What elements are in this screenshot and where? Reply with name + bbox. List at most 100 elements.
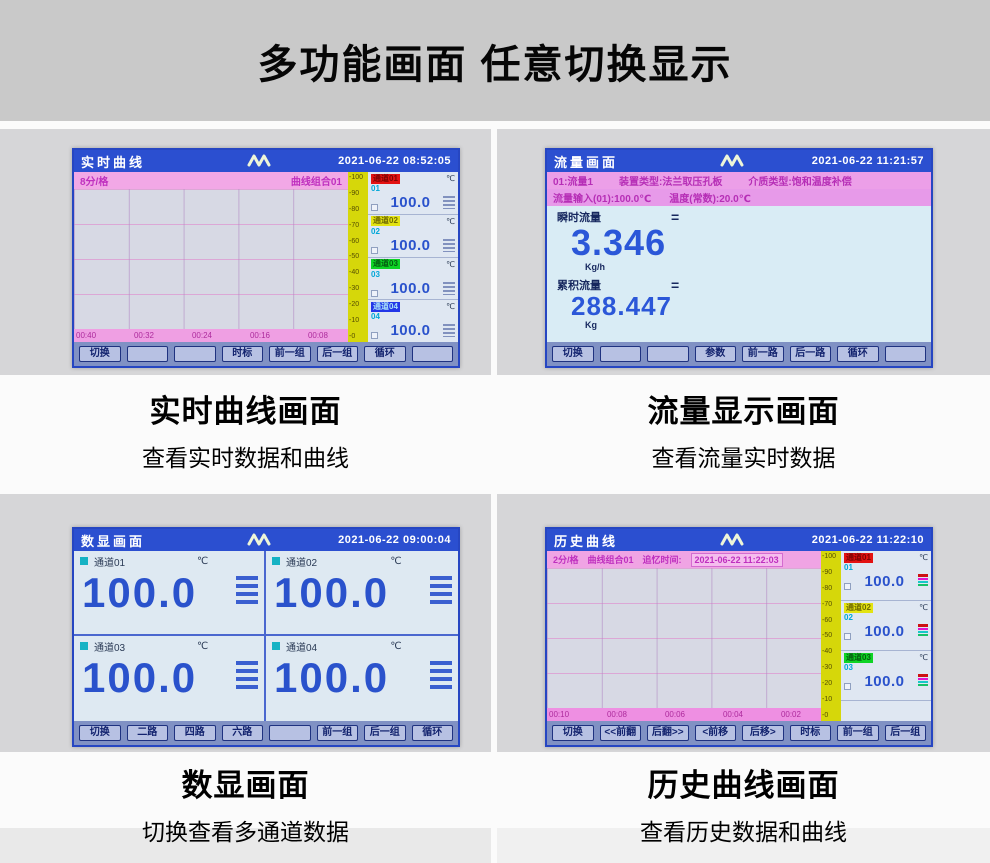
channel-value: 100.0 <box>864 623 905 640</box>
brand-logo-icon <box>720 533 744 551</box>
softkey-move-back[interactable]: <前移 <box>694 725 736 741</box>
softkey-timescale[interactable]: 时标 <box>221 346 263 362</box>
scale-tick: 50 <box>822 632 841 639</box>
caption-realtime: 实时曲线画面 查看实时数据和曲线 <box>0 386 491 473</box>
channel-unit: ℃ <box>919 553 928 562</box>
channel-number: 02 <box>844 613 853 622</box>
channel-tag-icon <box>80 557 88 565</box>
softkey-blank-1[interactable] <box>599 346 641 362</box>
softkey-loop[interactable]: 循环 <box>837 346 879 362</box>
channel-value: 100.0 <box>390 279 431 297</box>
caption-title: 数显画面 <box>181 768 310 803</box>
softkey-prev-route[interactable]: 前一路 <box>742 346 784 362</box>
channel-name-tag: 通道02 <box>371 216 400 227</box>
channel-value: 100.0 <box>390 194 431 211</box>
screen-title: 实时曲线 <box>81 154 146 170</box>
total-flow-label: 累积流量 <box>557 279 601 292</box>
softkey-blank-3[interactable] <box>411 346 453 362</box>
equals-icon: = <box>671 209 680 225</box>
softkey-prev-group[interactable]: 前一组 <box>837 725 879 741</box>
channel-number: 04 <box>371 312 380 322</box>
softkey-page-back[interactable]: <<前翻 <box>599 725 641 741</box>
total-flow-value: 288.447 <box>571 290 672 321</box>
softkey-params[interactable]: 参数 <box>694 346 736 362</box>
channel-name-tag: 通道02 <box>844 602 873 613</box>
flow-info-bar-1: 01:流量1 装置类型:法兰取压孔板 介质类型:饱和温度补偿 <box>547 172 931 189</box>
scale-tick: 60 <box>349 238 368 245</box>
softkey-switch[interactable]: 切换 <box>552 346 594 362</box>
scale-tick: 90 <box>822 569 841 576</box>
softkey-blank-2[interactable] <box>647 346 689 362</box>
softkey-switch[interactable]: 切换 <box>79 346 121 362</box>
screen-title: 数显画面 <box>81 533 146 549</box>
softkey-row: 切换 参数 前一路 后一路 循环 <box>547 342 931 366</box>
caption-title: 流量显示画面 <box>647 394 840 429</box>
channel-unit: ℃ <box>196 555 209 567</box>
curve-info-bar: 8分/格 曲线组合01 <box>74 172 348 189</box>
recall-time-field[interactable]: 2021-06-22 11:22:03 <box>690 552 783 567</box>
scale-tick: 80 <box>349 206 368 213</box>
time-label: 00:24 <box>191 331 212 340</box>
checkbox-icon <box>844 583 851 590</box>
channel-unit: ℃ <box>390 640 402 652</box>
channel-tag-icon <box>80 642 88 650</box>
brand-logo-icon <box>720 154 744 172</box>
scale-tick: 30 <box>349 285 368 292</box>
footer-strip-left <box>0 828 491 863</box>
channel-name-tag: 通道03 <box>844 652 873 663</box>
softkey-four-route[interactable]: 四路 <box>174 725 216 741</box>
titlebar: 数显画面 2021-06-22 09:00:04 <box>74 529 458 551</box>
softkey-next-route[interactable]: 后一路 <box>789 346 831 362</box>
softkey-page-forward[interactable]: 后翻>> <box>647 725 689 741</box>
menu-bars-icon <box>430 661 452 689</box>
titlebar: 历史曲线 2021-06-22 11:22:10 <box>547 529 931 551</box>
softkey-blank-1[interactable] <box>126 346 168 362</box>
checkbox-icon <box>371 204 378 211</box>
softkey-prev-group[interactable]: 前一组 <box>316 725 358 741</box>
time-axis: 00:10 00:08 00:06 00:04 00:02 <box>547 708 821 721</box>
softkey-six-route[interactable]: 六路 <box>221 725 263 741</box>
softkey-move-forward[interactable]: 后移> <box>742 725 784 741</box>
channel-cell-03: 通道03 ℃ 03 100.0 <box>368 258 458 301</box>
softkey-next-group[interactable]: 后一组 <box>884 725 926 741</box>
softkey-switch[interactable]: 切换 <box>79 725 121 741</box>
softkey-loop[interactable]: 循环 <box>411 725 453 741</box>
channel-number: 01 <box>371 184 380 193</box>
scale-tick: 20 <box>822 680 841 687</box>
caption-flow: 流量显示画面 查看流量实时数据 <box>497 386 990 473</box>
channel-number: 01 <box>844 563 853 572</box>
softkey-blank-2[interactable] <box>174 346 216 362</box>
color-legend-icon <box>918 624 928 639</box>
softkey-switch[interactable]: 切换 <box>552 725 594 741</box>
scale-tick: 70 <box>349 222 368 229</box>
menu-bars-icon <box>443 324 455 338</box>
realtime-curve-screen: 实时曲线 2021-06-22 08:52:05 8分/格 曲线组合01 00:… <box>72 148 460 368</box>
softkey-row: 切换 时标 前一组 后一组 循环 <box>74 342 458 366</box>
softkey-next-group[interactable]: 后一组 <box>316 346 358 362</box>
scale-tick: 0 <box>822 712 841 719</box>
softkey-timescale[interactable]: 时标 <box>789 725 831 741</box>
menu-bars-icon <box>443 238 455 252</box>
channel-panel: 通道01 ℃ 01 100.0 通道02 ℃ <box>841 551 931 721</box>
channel-value: 100.0 <box>864 573 905 590</box>
caption-subtitle: 查看历史数据和曲线 <box>640 819 847 845</box>
softkey-loop[interactable]: 循环 <box>364 346 406 362</box>
channel-panel: 通道01 ℃ 01 100.0 通道02 ℃ <box>368 172 458 342</box>
softkey-blank-1[interactable] <box>269 725 311 741</box>
channel-cell-02: 通道02 ℃ 02 100.0 <box>368 215 458 258</box>
scale-tick: 20 <box>349 301 368 308</box>
softkey-next-group[interactable]: 后一组 <box>364 725 406 741</box>
channel-value: 100.0 <box>82 654 198 701</box>
softkey-two-route[interactable]: 二路 <box>126 725 168 741</box>
softkey-blank-3[interactable] <box>884 346 926 362</box>
channel-name: 通道03 <box>94 642 126 654</box>
softkey-prev-group[interactable]: 前一组 <box>269 346 311 362</box>
channel-number: 03 <box>371 269 380 279</box>
channel-value: 100.0 <box>274 569 390 616</box>
channel-cell-03: 通道03 ℃ 03 100.0 <box>841 651 931 701</box>
time-axis: 00:40 00:32 00:24 00:16 00:08 <box>74 329 348 342</box>
scale-tick: 10 <box>822 696 841 703</box>
digital-cell-02: 通道02 ℃ 100.0 <box>266 551 458 636</box>
y-axis-scale: 100 90 80 70 60 50 40 30 20 10 0 <box>348 172 368 342</box>
